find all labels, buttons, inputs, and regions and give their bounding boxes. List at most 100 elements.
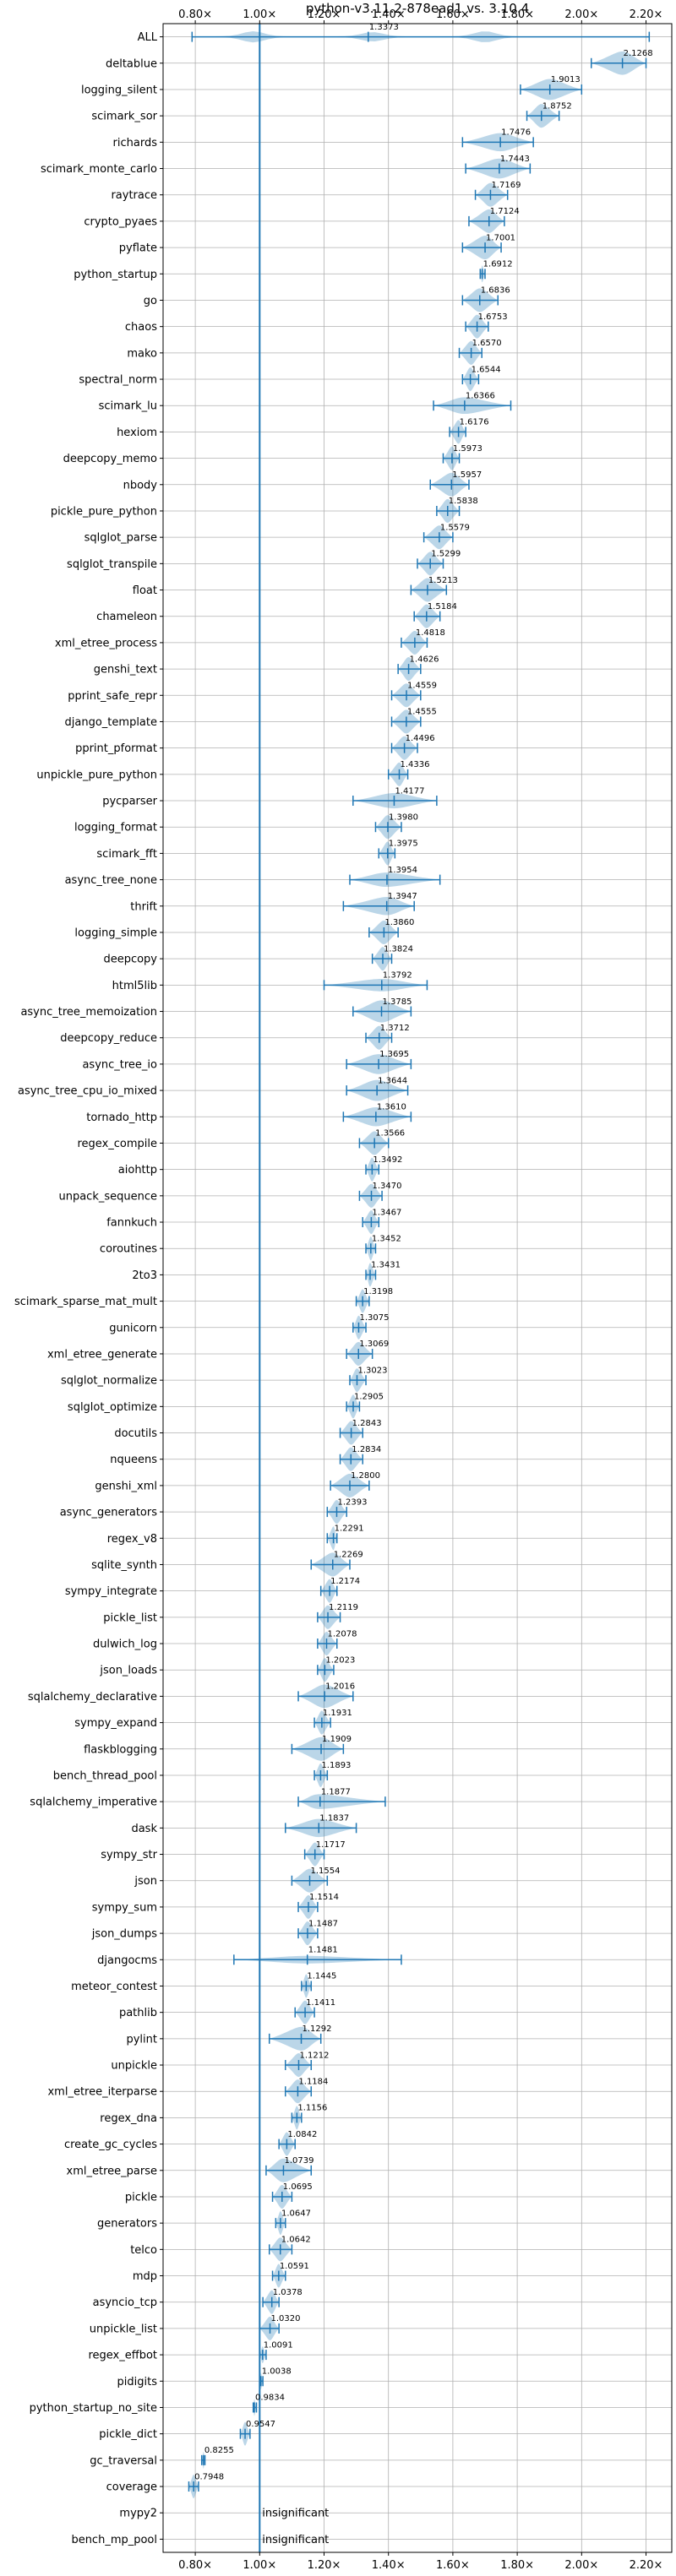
x-tick-label-top: 2.20× bbox=[630, 8, 663, 21]
value-label: 1.9013 bbox=[551, 75, 581, 84]
value-label: 1.3198 bbox=[363, 1287, 393, 1296]
value-label: 1.5579 bbox=[440, 523, 470, 532]
value-label: 1.2016 bbox=[325, 1682, 355, 1692]
benchmark-label: chameleon bbox=[96, 611, 157, 623]
value-label: 1.4555 bbox=[407, 708, 437, 717]
benchmark-label: 2to3 bbox=[132, 1269, 157, 1282]
insignificant-label: insignificant bbox=[262, 2534, 329, 2546]
value-label: 1.0647 bbox=[281, 2209, 311, 2218]
benchmark-label: unpickle_list bbox=[90, 2323, 157, 2335]
value-label: 1.6836 bbox=[481, 286, 510, 296]
benchmark-label: sympy_sum bbox=[92, 1901, 157, 1914]
value-label: 1.4177 bbox=[395, 786, 424, 796]
benchmark-label: async_tree_memoization bbox=[20, 1006, 157, 1019]
benchmark-label: thrift bbox=[130, 900, 157, 913]
value-label: 1.1156 bbox=[297, 2104, 327, 2113]
benchmark-label: scimark_sor bbox=[91, 111, 157, 123]
x-tick-label-bottom: 1.60× bbox=[436, 2559, 470, 2572]
value-label: 1.1893 bbox=[321, 1761, 351, 1770]
value-label: 1.1514 bbox=[309, 1893, 339, 1902]
benchmark-label: async_tree_io bbox=[82, 1058, 157, 1071]
value-label: 0.8255 bbox=[204, 2446, 234, 2455]
benchmark-label: float bbox=[133, 584, 157, 597]
benchmark-label: sqlalchemy_imperative bbox=[30, 1796, 157, 1809]
benchmark-label: pickle_dict bbox=[99, 2428, 157, 2441]
value-label: 1.5957 bbox=[452, 470, 482, 480]
benchmark-label: regex_dna bbox=[100, 2112, 157, 2125]
value-label: 1.4626 bbox=[410, 655, 439, 664]
benchmark-label: mdp bbox=[133, 2270, 157, 2283]
benchmark-label: deepcopy_reduce bbox=[60, 1032, 157, 1045]
benchmark-label: dulwich_log bbox=[93, 1639, 157, 1651]
benchmark-label: nbody bbox=[123, 479, 158, 492]
value-label: 1.7443 bbox=[500, 155, 530, 164]
value-label: 1.5184 bbox=[428, 602, 457, 611]
value-label: 1.0378 bbox=[273, 2288, 303, 2297]
value-label: 1.3792 bbox=[383, 971, 412, 981]
value-label: 1.1909 bbox=[322, 1735, 352, 1744]
benchmark-label: sqlalchemy_declarative bbox=[28, 1691, 157, 1704]
benchmark-label: regex_effbot bbox=[88, 2350, 157, 2362]
benchmark-label: xml_etree_process bbox=[55, 637, 157, 649]
value-label: 1.3954 bbox=[388, 866, 417, 875]
value-label: 1.8752 bbox=[542, 101, 572, 111]
value-label: 1.3023 bbox=[357, 1366, 387, 1375]
benchmark-label: xml_etree_parse bbox=[67, 2165, 157, 2177]
benchmark-label: pickle bbox=[125, 2191, 157, 2204]
value-label: 1.2119 bbox=[329, 1603, 358, 1612]
violin-layer bbox=[188, 30, 651, 2499]
value-label: 1.3069 bbox=[359, 1340, 389, 1349]
benchmark-label: unpickle_pure_python bbox=[36, 769, 157, 781]
benchmark-label: sqlglot_optimize bbox=[68, 1401, 157, 1414]
benchmark-label: ALL bbox=[138, 31, 158, 44]
value-label: 1.0320 bbox=[270, 2314, 300, 2323]
value-label: 1.4559 bbox=[407, 682, 437, 691]
benchmark-label: unpack_sequence bbox=[58, 1190, 157, 1203]
benchmark-label: hexiom bbox=[117, 427, 157, 439]
value-label: 1.0739 bbox=[284, 2156, 313, 2166]
value-label: 1.0842 bbox=[287, 2130, 317, 2139]
value-label: 1.1877 bbox=[321, 1787, 351, 1796]
benchmark-label: html5lib bbox=[112, 980, 157, 992]
value-label: 2.1268 bbox=[624, 49, 653, 58]
x-tick-label-bottom: 2.00× bbox=[564, 2559, 598, 2572]
benchmark-label: bench_thread_pool bbox=[53, 1769, 157, 1782]
benchmark-label: pycparser bbox=[102, 796, 157, 808]
value-label: 1.1554 bbox=[311, 1867, 341, 1876]
benchmark-label: aiohttp bbox=[118, 1164, 157, 1177]
benchmark-label: gunicorn bbox=[109, 1322, 157, 1334]
x-tick-label-top: 0.80× bbox=[178, 8, 212, 21]
x-tick-label-top: 1.80× bbox=[500, 8, 534, 21]
benchmark-label: genshi_text bbox=[94, 664, 157, 677]
value-label: 1.7169 bbox=[491, 181, 521, 190]
value-label: 1.2800 bbox=[351, 1471, 380, 1481]
value-label: 1.7476 bbox=[501, 128, 531, 138]
value-label: 1.2843 bbox=[352, 1419, 382, 1428]
benchmark-label: async_generators bbox=[60, 1507, 158, 1519]
benchmark-label: pickle_pure_python bbox=[51, 505, 157, 518]
benchmark-label: richards bbox=[113, 137, 158, 149]
x-tick-label-top: 1.20× bbox=[308, 8, 341, 21]
benchmark-label: deepcopy bbox=[103, 954, 157, 966]
benchmark-label: meteor_contest bbox=[71, 1981, 157, 1993]
benchmark-label: mako bbox=[127, 347, 157, 360]
value-label: 1.4336 bbox=[401, 760, 430, 769]
value-label: 1.3452 bbox=[372, 1234, 401, 1243]
value-label: 1.6176 bbox=[460, 418, 489, 427]
value-label: 1.2834 bbox=[352, 1445, 381, 1454]
value-label: 1.3860 bbox=[384, 918, 414, 927]
x-tick-label-top: 1.00× bbox=[243, 8, 276, 21]
benchmark-label: async_tree_cpu_io_mixed bbox=[18, 1085, 157, 1098]
value-label: 1.0695 bbox=[283, 2182, 313, 2192]
benchmark-label: logging_format bbox=[74, 822, 157, 834]
value-label: 1.2174 bbox=[330, 1577, 360, 1586]
value-label: 1.0091 bbox=[264, 2340, 293, 2350]
value-label: 1.6912 bbox=[483, 260, 513, 269]
value-label: 1.6753 bbox=[478, 312, 508, 322]
benchmark-label: djangocms bbox=[97, 1954, 157, 1967]
value-label: 1.1184 bbox=[298, 2077, 328, 2086]
value-label: 1.2023 bbox=[325, 1655, 355, 1665]
value-label: 1.3947 bbox=[388, 892, 417, 901]
x-tick-label-bottom: 0.80× bbox=[178, 2559, 212, 2572]
